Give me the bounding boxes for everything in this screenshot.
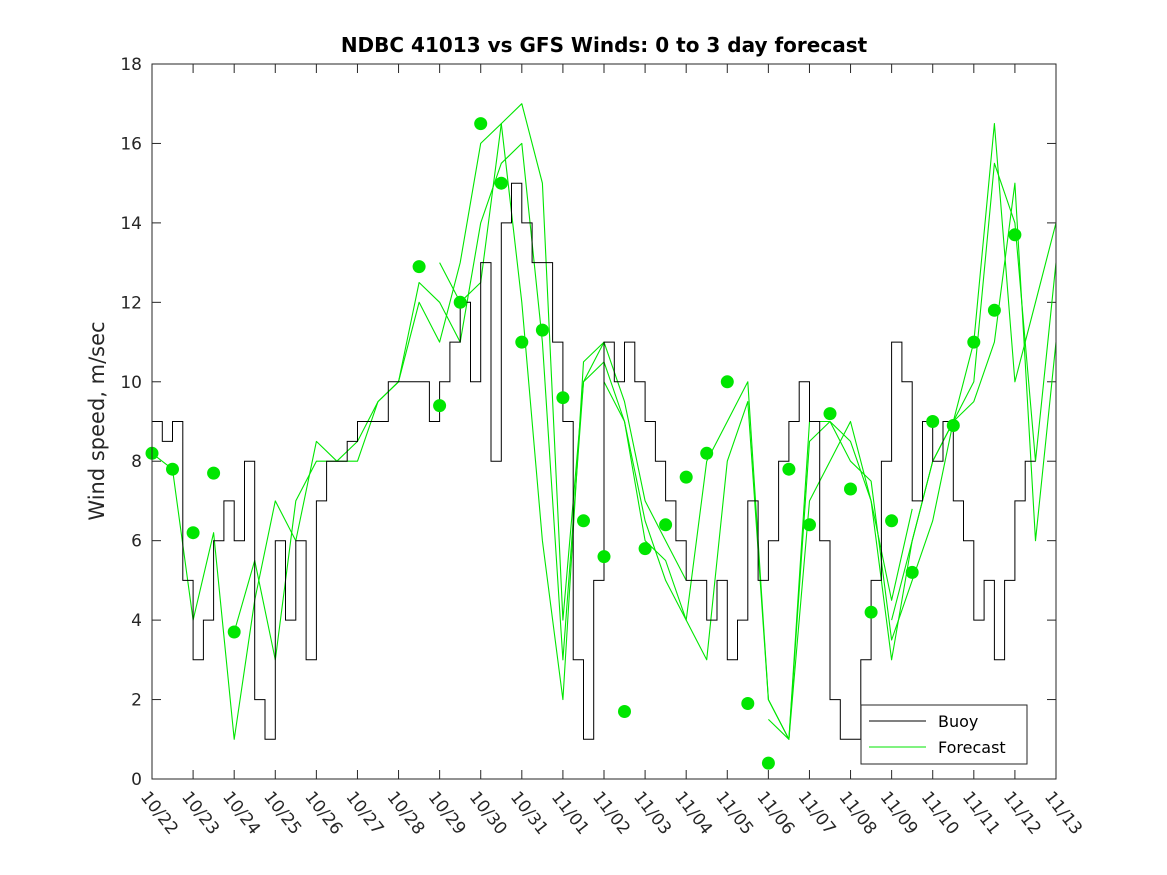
forecast-marker	[535, 323, 549, 337]
y-tick-label: 0	[131, 770, 142, 790]
plot-frame	[151, 63, 1057, 780]
forecast-marker	[864, 605, 878, 619]
forecast-marker	[227, 625, 241, 639]
y-axis-label: Wind speed, m/sec	[85, 321, 109, 520]
buoy-series	[152, 182, 1036, 740]
forecast-marker	[823, 407, 837, 421]
y-tick-label: 18	[120, 55, 142, 75]
forecast-marker	[926, 415, 940, 428]
forecast-markers	[145, 117, 1022, 770]
forecast-marker	[1008, 228, 1022, 242]
forecast-marker	[700, 446, 714, 460]
forecast-marker	[803, 518, 816, 532]
forecast-run-line	[439, 103, 913, 740]
forecast-marker	[494, 176, 508, 190]
forecast-marker	[474, 117, 488, 131]
forecast-marker	[577, 514, 590, 528]
forecast-marker	[946, 419, 960, 432]
buoy-line	[152, 182, 1036, 740]
forecast-marker	[556, 391, 570, 405]
forecast-marker	[412, 260, 426, 274]
forecast-marker	[186, 526, 200, 540]
legend-buoy-label: Buoy	[938, 712, 978, 731]
forecast-marker	[967, 335, 981, 349]
y-tick-labels: 0 2 4 6 8 10 12 14 16 18	[120, 55, 142, 790]
forecast-marker	[515, 335, 529, 349]
forecast-marker	[720, 375, 734, 389]
forecast-marker	[844, 482, 857, 496]
forecast-marker	[207, 466, 221, 480]
forecast-marker	[433, 399, 447, 413]
y-tick-label: 6	[131, 532, 142, 552]
forecast-marker	[453, 295, 467, 309]
y-tick-label: 4	[131, 611, 142, 631]
y-tick-label: 14	[120, 214, 142, 234]
forecast-run-line	[233, 123, 687, 701]
forecast-marker	[166, 462, 179, 476]
legend-forecast-label: Forecast	[938, 738, 1006, 757]
forecast-marker	[597, 550, 611, 564]
y-tick-label: 10	[120, 373, 142, 393]
y-tick-label: 12	[120, 293, 142, 313]
forecast-marker	[618, 705, 631, 718]
forecast-series	[151, 103, 1057, 740]
forecast-marker	[679, 470, 693, 484]
forecast-marker	[885, 514, 899, 528]
y-tick-label: 8	[131, 452, 142, 472]
forecast-marker	[905, 565, 919, 579]
forecast-marker	[782, 462, 796, 476]
y-tick-label: 16	[120, 134, 142, 154]
legend-box	[860, 704, 1028, 765]
forecast-marker	[987, 303, 1001, 317]
legend: Buoy Forecast	[860, 704, 1028, 765]
forecast-marker	[761, 756, 775, 770]
forecast-marker	[659, 518, 673, 532]
chart-title: NDBC 41013 vs GFS Winds: 0 to 3 day fore…	[341, 33, 868, 57]
y-tick-label: 2	[131, 691, 142, 711]
forecast-marker	[638, 542, 652, 556]
forecast-marker	[741, 697, 755, 710]
